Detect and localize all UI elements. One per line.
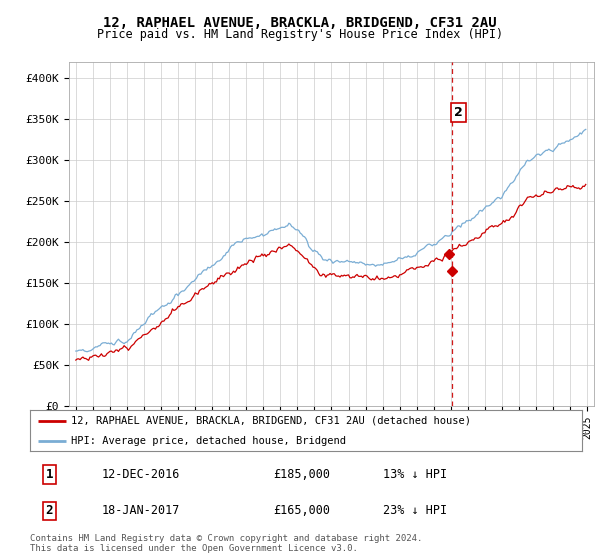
Text: 13% ↓ HPI: 13% ↓ HPI	[383, 468, 448, 481]
Text: HPI: Average price, detached house, Bridgend: HPI: Average price, detached house, Brid…	[71, 436, 346, 446]
Text: 2: 2	[46, 505, 53, 517]
Text: 23% ↓ HPI: 23% ↓ HPI	[383, 505, 448, 517]
Text: 12, RAPHAEL AVENUE, BRACKLA, BRIDGEND, CF31 2AU: 12, RAPHAEL AVENUE, BRACKLA, BRIDGEND, C…	[103, 16, 497, 30]
Text: Price paid vs. HM Land Registry's House Price Index (HPI): Price paid vs. HM Land Registry's House …	[97, 28, 503, 41]
Text: 1: 1	[46, 468, 53, 481]
Text: 12-DEC-2016: 12-DEC-2016	[102, 468, 180, 481]
Text: 2: 2	[454, 106, 463, 119]
Text: 12, RAPHAEL AVENUE, BRACKLA, BRIDGEND, CF31 2AU (detached house): 12, RAPHAEL AVENUE, BRACKLA, BRIDGEND, C…	[71, 416, 472, 426]
Text: £165,000: £165,000	[273, 505, 330, 517]
Text: Contains HM Land Registry data © Crown copyright and database right 2024.
This d: Contains HM Land Registry data © Crown c…	[30, 534, 422, 553]
Text: 18-JAN-2017: 18-JAN-2017	[102, 505, 180, 517]
Text: £185,000: £185,000	[273, 468, 330, 481]
